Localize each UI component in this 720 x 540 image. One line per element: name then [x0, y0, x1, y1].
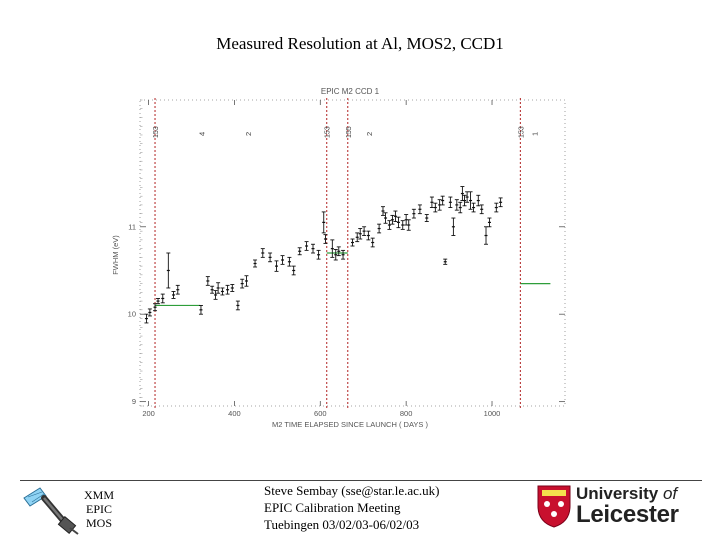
x-axis-label: M2 TIME ELAPSED SINCE LAUNCH ( DAYS ) [272, 420, 429, 429]
x-tick-label: 1000 [484, 409, 501, 418]
y-tick-label: 9 [132, 397, 136, 406]
x-tick-label: 600 [314, 409, 327, 418]
x-tick-label: 200 [142, 409, 155, 418]
university-logo: University of Leicester [536, 484, 706, 528]
annotation-label: 2 [365, 132, 374, 136]
annotation-label: 2 [244, 132, 253, 136]
wordmark-of: of [662, 484, 678, 503]
mission-line-xmm: XMM [83, 488, 114, 502]
wordmark-leicester: Leicester [576, 501, 679, 528]
footer-contact: Steve Sembay (sse@star.le.ac.uk) EPIC Ca… [264, 482, 440, 533]
annotation-label: 4 [197, 132, 206, 136]
source-change-label: 153 [518, 126, 525, 138]
footer-divider [20, 480, 702, 481]
x-tick-label: 800 [400, 409, 413, 418]
author-line: Steve Sembay (sse@star.le.ac.uk) [264, 483, 440, 498]
plot-frame [139, 99, 566, 407]
chart-title: EPIC M2 CCD 1 [321, 87, 380, 96]
data-points [144, 186, 503, 324]
source-change-label: 153 [153, 126, 160, 138]
venue-line: Tuebingen 03/02/03-06/02/03 [264, 517, 420, 532]
y-tick-label: 11 [128, 222, 136, 231]
reference-levels [155, 252, 551, 307]
annotation-label: 1 [531, 132, 540, 136]
university-wordmark: University of Leicester [576, 483, 679, 528]
slide-title: Measured Resolution at Al, MOS2, CCD1 [216, 34, 504, 53]
resolution-scatter-chart: 153 153 155 153 4 2 2 1 200 400 600 800 1000 9 10 11 E… [111, 87, 566, 429]
meeting-line: EPIC Calibration Meeting [264, 500, 401, 515]
wordmark-university: University [576, 484, 663, 503]
mission-line-mos: MOS [85, 516, 112, 530]
axis-ticks: 200 400 600 800 1000 9 10 11 [128, 99, 565, 418]
y-axis-label: FWHM (eV) [111, 235, 120, 275]
plot-border [139, 99, 566, 407]
xmm-satellite-icon [23, 487, 79, 535]
source-change-lines: 153 153 155 153 4 2 2 1 [153, 98, 540, 408]
y-tick-label: 10 [128, 310, 136, 319]
x-tick-label: 400 [228, 409, 241, 418]
source-change-label: 153 [325, 126, 332, 138]
mission-label: XMM EPIC MOS [80, 488, 118, 530]
mission-line-epic: EPIC [85, 502, 112, 516]
source-change-label: 155 [346, 126, 353, 138]
university-shield-icon [537, 485, 571, 528]
